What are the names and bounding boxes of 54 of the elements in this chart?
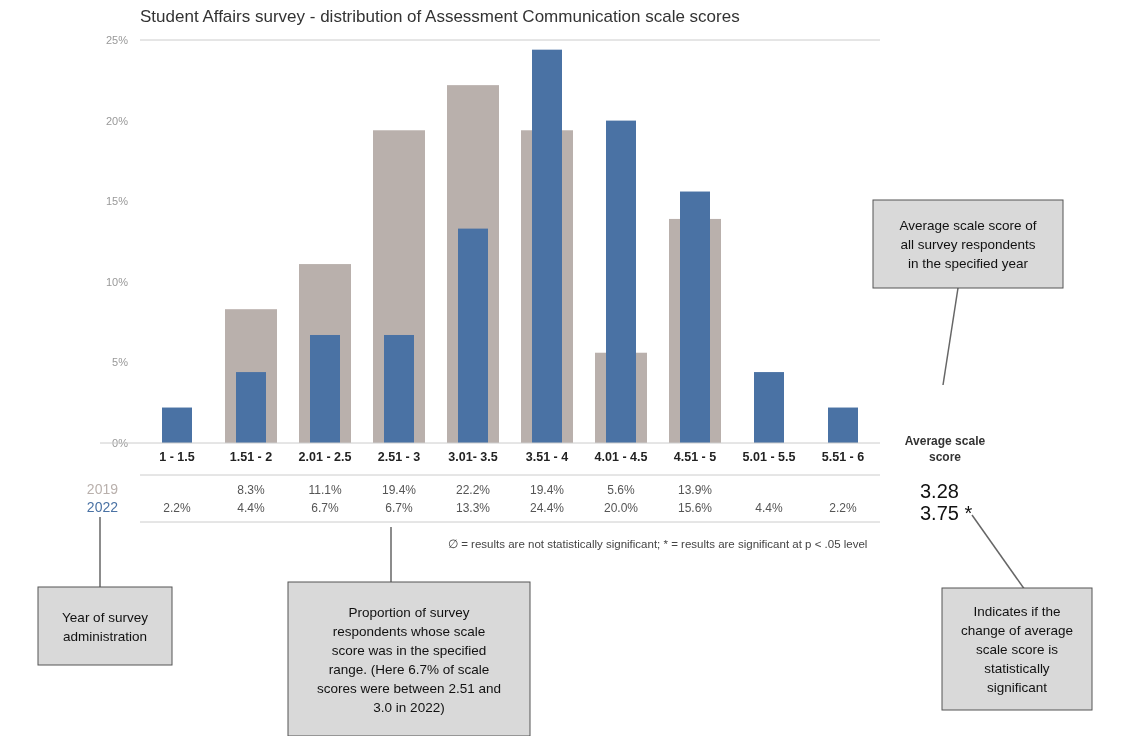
data-label: 11.1% <box>308 483 342 497</box>
data-label: 6.7% <box>311 501 339 515</box>
data-label: 2.2% <box>829 501 857 515</box>
text: ∅ = results are not statistically significant; * = results are significant at p < .05 level <box>448 538 868 550</box>
y-tick-label: 20% <box>105 114 129 127</box>
text: Proportion of survey respondents whose scale score was in the specified range. (Here 6.7% of scale scores were between 2.51 and 3.0 in 2022) <box>317 604 501 715</box>
text: 3.28 <box>920 480 959 502</box>
data-label: 4.4% <box>237 501 265 515</box>
x-tick-label: 3.01- 3.5 <box>448 450 498 464</box>
data-label: 15.6% <box>677 501 713 515</box>
y-tick-label: 25% <box>105 34 129 46</box>
bar <box>310 335 340 443</box>
data-label: 19.4% <box>381 483 417 497</box>
data-label: 5.6% <box>607 483 635 497</box>
data-label: 13.9% <box>677 483 713 497</box>
text: 2022 <box>86 499 119 515</box>
data-label: 4.4% <box>755 501 783 515</box>
bar <box>828 407 858 443</box>
bar <box>236 372 266 443</box>
text: Average scale score <box>904 434 986 464</box>
text: Year of survey administration <box>62 609 149 644</box>
data-label: 6.7% <box>385 501 413 515</box>
x-tick-label: 5.01 - 5.5 <box>742 450 796 464</box>
x-tick-label: 4.51 - 5 <box>673 450 717 464</box>
bar <box>606 120 636 443</box>
bar <box>384 335 414 443</box>
data-label: 19.4% <box>529 483 565 497</box>
x-tick-label: 4.01 - 4.5 <box>594 450 648 464</box>
data-label: 20.0% <box>603 501 639 515</box>
bar <box>680 191 710 443</box>
data-label: 13.3% <box>455 501 491 515</box>
y-tick-label: 10% <box>105 275 129 288</box>
x-tick-label: 5.51 - 6 <box>821 450 865 464</box>
x-tick-label: 2.51 - 3 <box>377 450 421 464</box>
y-tick-label: 5% <box>112 356 129 369</box>
bar <box>162 407 192 443</box>
x-tick-label: 1 - 1.5 <box>159 450 195 464</box>
y-tick-label: 0% <box>112 437 129 449</box>
data-label: 22.2% <box>455 483 491 497</box>
x-tick-label: 2.01 - 2.5 <box>298 450 352 464</box>
text: Average scale score of all survey respondents in the specified year <box>899 218 1037 271</box>
y-tick-label: 15% <box>105 195 129 208</box>
x-tick-label: 3.51 - 4 <box>525 450 569 464</box>
x-tick-label: 1.51 - 2 <box>229 450 273 464</box>
bar <box>458 228 488 443</box>
text: 3.75 * <box>920 502 973 524</box>
data-label: 8.3% <box>237 483 265 497</box>
data-label: 2.2% <box>163 501 191 515</box>
data-label: 24.4% <box>529 501 565 515</box>
bar <box>532 49 562 443</box>
chart-title: Student Affairs survey - distribution of Assessment Communication scale scores <box>140 7 740 26</box>
bar <box>754 372 784 443</box>
text: 2019 <box>86 481 119 497</box>
text: Indicates if the change of average scale score is statistically significant <box>961 604 1073 695</box>
